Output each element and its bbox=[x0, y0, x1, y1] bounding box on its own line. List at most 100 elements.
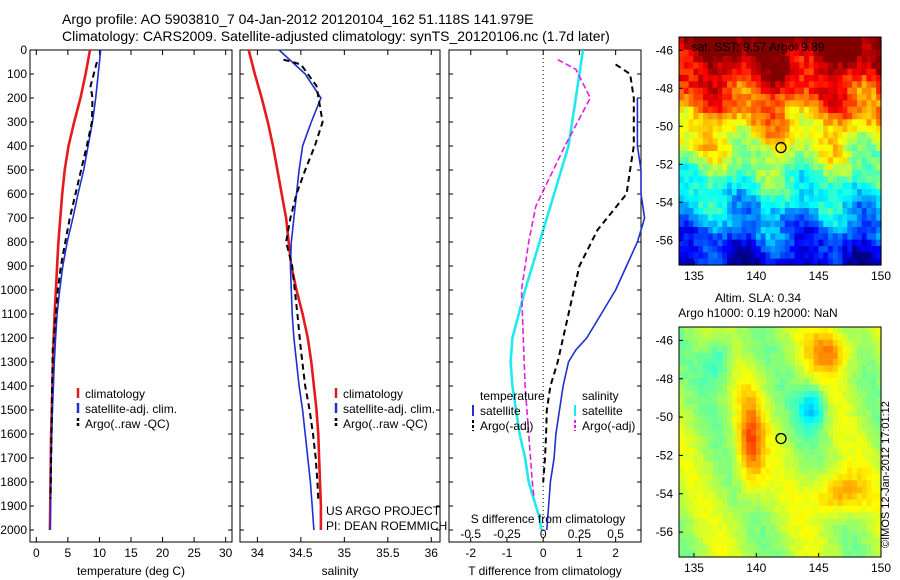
sst-map-cell bbox=[818, 100, 824, 108]
sla-map-cell bbox=[808, 422, 815, 430]
sla-map-cell bbox=[775, 371, 781, 379]
sst-map-cell bbox=[842, 182, 848, 190]
sla-map-cell bbox=[876, 525, 882, 533]
sst-map-cell bbox=[789, 233, 796, 241]
sla-map-cell bbox=[823, 422, 829, 430]
sst-map-cell bbox=[799, 138, 805, 146]
sla-map-cell bbox=[712, 467, 719, 475]
sst-map-cell bbox=[861, 144, 868, 152]
sla-map-cell bbox=[784, 429, 791, 437]
sla-map-cell bbox=[736, 505, 743, 513]
sla-map-cell bbox=[751, 544, 757, 552]
depth-tick-label: 500 bbox=[7, 163, 27, 177]
sla-map-cell bbox=[818, 384, 824, 392]
sla-map-cell bbox=[693, 410, 699, 418]
sst-map-cell bbox=[760, 94, 767, 101]
salinity-legend-argo: Argo(-adj) bbox=[582, 419, 635, 433]
sst-map-cell bbox=[707, 252, 714, 260]
sla-map-cell bbox=[707, 493, 714, 501]
sst-map-cell bbox=[693, 157, 699, 165]
sla-map-cell bbox=[683, 378, 690, 386]
sst-map-cell bbox=[823, 68, 829, 76]
sst-map-cell bbox=[746, 201, 752, 209]
sla-map-cell bbox=[727, 544, 733, 552]
sst-map-cell bbox=[760, 113, 767, 120]
sla-map-cell bbox=[799, 365, 805, 373]
sst-map-cell bbox=[679, 94, 685, 101]
sst-map-cell bbox=[736, 246, 743, 253]
sst-map-cell bbox=[780, 170, 786, 177]
sst-map-cell bbox=[775, 125, 781, 133]
sla-map-cell bbox=[751, 461, 757, 469]
sla-map-cell bbox=[837, 371, 844, 379]
sst-map-cell bbox=[751, 62, 757, 70]
sst-map-cell bbox=[876, 220, 882, 228]
sla-map-cell bbox=[842, 550, 848, 558]
sla-map-cell bbox=[707, 371, 714, 379]
sst-map-cell bbox=[703, 163, 709, 171]
sst-map-cell bbox=[741, 106, 747, 114]
sst-map-cell bbox=[832, 163, 839, 171]
sst-map-cell bbox=[755, 170, 762, 177]
sst-map-cell bbox=[698, 176, 704, 184]
sla-map-cell bbox=[727, 410, 733, 418]
sla-map-cell bbox=[722, 467, 728, 475]
sst-map-cell bbox=[746, 144, 752, 152]
sla-map-cell bbox=[736, 531, 743, 539]
sst-map-cell bbox=[727, 100, 733, 108]
sla-map-cell bbox=[808, 480, 815, 488]
sst-map-cell bbox=[707, 214, 714, 222]
sst-map-cell bbox=[842, 144, 848, 152]
sst-map-cell bbox=[828, 258, 834, 266]
sla-map-cell bbox=[717, 473, 723, 481]
sst-map-cell bbox=[799, 163, 805, 171]
sla-map-cell bbox=[823, 544, 829, 552]
sst-map-cell bbox=[828, 239, 834, 247]
sst-map-cell bbox=[688, 113, 695, 120]
sst-map-cell bbox=[780, 94, 786, 101]
sla-map-cell bbox=[741, 518, 747, 526]
sla-map-cell bbox=[847, 544, 853, 552]
sla-map-cell bbox=[832, 422, 839, 430]
sla-map-cell bbox=[866, 352, 872, 360]
sla-map-cell bbox=[866, 448, 872, 456]
sst-map-cell bbox=[852, 151, 858, 158]
sst-map-cell bbox=[842, 214, 848, 222]
sst-map-cell bbox=[794, 163, 800, 171]
sst-map-cell bbox=[856, 56, 863, 63]
difference-xtick-label: -1 bbox=[502, 546, 513, 560]
sla-map-cell bbox=[780, 403, 786, 411]
sst-map-cell bbox=[871, 125, 877, 133]
sst-map-cell bbox=[808, 37, 815, 44]
sla-map-cell bbox=[736, 352, 743, 360]
sst-map-cell bbox=[784, 157, 791, 165]
sst-map-cell bbox=[799, 56, 805, 63]
sst-map-cell bbox=[852, 144, 858, 152]
sst-map-cell bbox=[808, 182, 815, 190]
sst-map-cell bbox=[683, 246, 690, 253]
sla-map-cell bbox=[876, 442, 882, 449]
sla-map-cell bbox=[818, 365, 824, 373]
sla-map-cell bbox=[856, 403, 863, 411]
sla-map-cell bbox=[683, 442, 690, 449]
sla-map-cell bbox=[683, 416, 690, 424]
imos-credit: ©IMOS 12-Jan-2012 17:01:12 bbox=[880, 401, 892, 548]
sla-map-cell bbox=[871, 461, 877, 469]
sla-map-cell bbox=[804, 429, 810, 437]
sst-map-cell bbox=[765, 252, 771, 260]
sst-map-cell bbox=[707, 144, 714, 152]
sla-map-cell bbox=[823, 499, 829, 507]
sst-map-cell bbox=[712, 182, 719, 190]
sst-map-cell bbox=[832, 233, 839, 241]
sst-map-cell bbox=[871, 233, 877, 241]
sla-map-cell bbox=[823, 435, 829, 443]
sst-map-cell bbox=[727, 56, 733, 63]
sla-map-cell bbox=[799, 493, 805, 501]
sst-map-cell bbox=[731, 170, 738, 177]
sst-map-cell bbox=[852, 68, 858, 76]
sst-map-cell bbox=[703, 246, 709, 253]
sst-map-cell bbox=[741, 201, 747, 209]
sla-map-cell bbox=[722, 480, 728, 488]
sst-map-cell bbox=[770, 195, 776, 203]
sla-map-cell bbox=[808, 454, 815, 462]
